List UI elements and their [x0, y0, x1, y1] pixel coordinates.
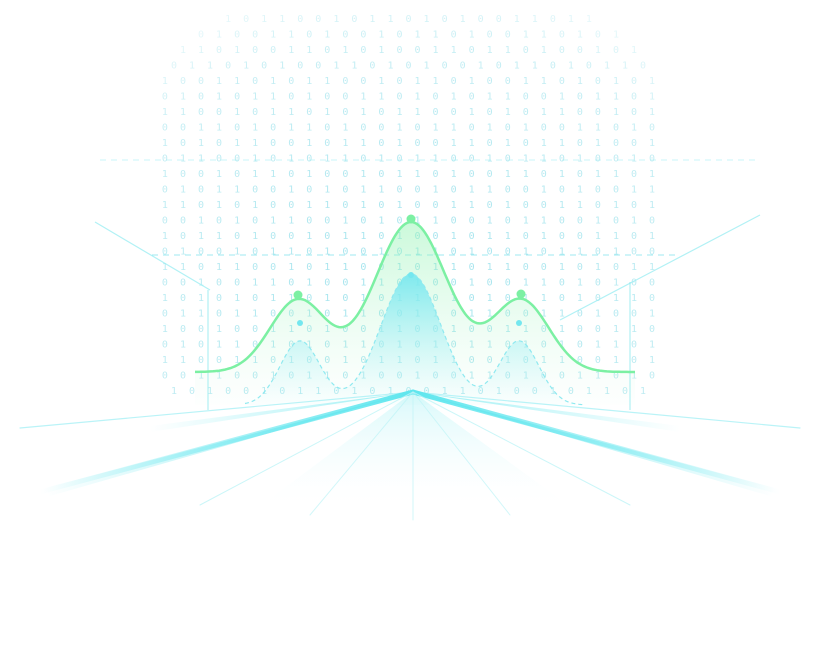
floor-light-rays [19, 389, 801, 521]
perspective-frame [94, 159, 761, 418]
right-side-beam [413, 392, 680, 432]
binary-row: 0 1 1 0 0 1 0 1 0 1 1 0 1 0 1 1 0 0 1 0 … [162, 154, 658, 165]
binary-row: 0 1 0 1 1 0 0 1 0 1 0 1 1 0 0 1 0 1 1 0 … [162, 185, 658, 196]
floor-ray [309, 391, 414, 516]
left-beam [45, 392, 413, 496]
right-diagonal [559, 214, 761, 321]
cyan-peak-dot [297, 320, 303, 326]
binary-row: 1 0 1 1 0 0 1 0 1 1 0 1 0 1 0 0 1 1 0 1 … [225, 14, 595, 25]
floor-ray [412, 391, 511, 516]
right-beam [413, 392, 775, 496]
left-side-beam [150, 392, 413, 432]
green-peak-dot [406, 214, 416, 224]
binary-row: 1 0 0 1 1 0 1 0 1 1 0 0 1 0 1 1 0 1 0 0 … [162, 76, 658, 87]
cyan-peak-dot [408, 272, 414, 278]
wave-chart [195, 214, 635, 406]
binary-row: 0 1 1 0 1 0 1 0 0 1 1 0 1 0 1 0 0 1 0 1 … [171, 61, 649, 72]
floor-ray [412, 391, 631, 506]
binary-row: 1 1 0 1 0 0 1 1 0 1 0 1 0 0 1 1 0 1 1 0 … [180, 45, 640, 56]
green-peak-dot [516, 289, 526, 299]
floor-ray [199, 391, 414, 506]
green-peak-dot [293, 290, 303, 300]
floor-glow [255, 392, 575, 510]
binary-row: 1 0 0 1 0 1 1 0 1 0 0 1 0 1 1 0 1 0 0 1 … [162, 169, 658, 180]
binary-row: 0 1 0 0 1 1 0 1 0 0 1 0 1 1 0 1 0 0 1 1 … [198, 30, 622, 41]
floor-ray [412, 391, 801, 429]
binary-row: 1 1 0 0 1 0 1 1 0 1 0 1 0 1 1 0 0 1 0 1 … [162, 107, 658, 118]
cyan-peak-dot [516, 320, 522, 326]
binary-row: 0 1 0 1 0 1 1 0 1 0 0 1 1 0 1 0 1 0 1 1 … [162, 92, 658, 103]
binary-row: 1 1 0 1 0 1 0 0 1 1 0 1 0 1 0 0 1 1 0 1 … [162, 200, 658, 211]
binary-row: 0 0 1 1 0 1 0 1 1 0 1 0 0 1 0 1 1 0 1 0 … [162, 123, 658, 134]
cyan-dashed-line [244, 273, 586, 406]
green-line [195, 220, 635, 374]
binary-row: 1 0 1 0 1 1 0 0 1 0 1 1 0 1 0 0 1 1 0 1 … [162, 138, 658, 149]
cyan-area-fill [245, 273, 585, 405]
floor-ray [19, 391, 414, 429]
